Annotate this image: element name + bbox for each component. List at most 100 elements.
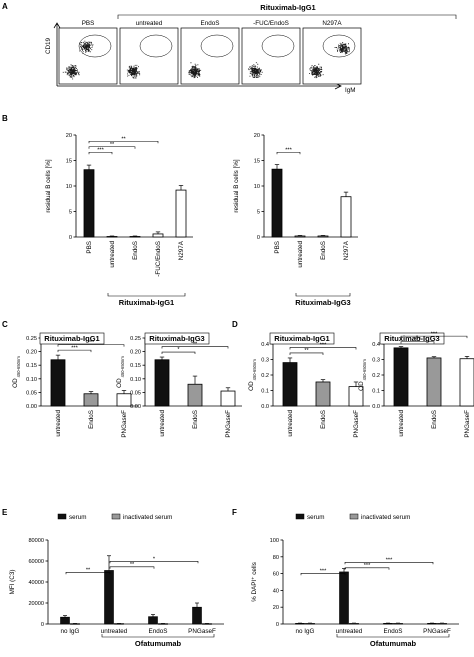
flow-group-title: Rituximab-IgG1	[260, 3, 315, 12]
bar-B3-untreated	[294, 235, 306, 238]
significance-label-F: ***	[364, 563, 371, 569]
chart-b-igg3: 0 5 10 15 20 residual B cells [%] PBS untreated…	[233, 133, 358, 307]
x-tick-label-E-untreated: untreated	[101, 628, 128, 635]
x-tick-label-B1-pbs: PBS	[86, 241, 93, 254]
x-tick-label-E-pngasef: PNGaseF	[188, 628, 216, 635]
y-tick-label-C3: 0.00	[130, 404, 141, 410]
bar-E-endos-serum	[148, 616, 158, 625]
flow-population-endos-0	[188, 62, 202, 79]
y-label-subscript-D3: 450-650nm	[362, 359, 367, 381]
chart-d-igg3: 0.0 0.1 0.2 0.3 0.4 OD450-650nm Rituximab-IgG3…	[358, 331, 474, 438]
panel-letter-f: F	[232, 508, 237, 517]
significance-bracket-F	[344, 561, 434, 565]
y-label-B1: residual B cells [%]	[45, 159, 52, 212]
y-label-subscript-D1: 450-650nm	[252, 359, 257, 381]
flow-plot-label-fuc-endos: -FUC/EndoS	[253, 20, 289, 27]
group-label-B3: Rituximab-IgG3	[295, 298, 350, 307]
y-label-C1: OD450-650nm	[12, 356, 21, 388]
significance-label-C3: **	[193, 342, 198, 348]
chart-title-box-C1	[39, 332, 105, 345]
chart-title-box-C3	[144, 332, 210, 345]
chart-b-igg1: 0 5 10 15 20 residual B cells [%] PBS untreated…	[45, 133, 193, 307]
y-tick-label-D3: 0.4	[372, 342, 380, 348]
y-tick-label-E: 0	[41, 622, 44, 628]
panel-letter-c: C	[2, 320, 8, 329]
y-label-subscript-C1: 450-650nm	[16, 356, 21, 378]
bar-B1-endos	[129, 236, 141, 238]
y-tick-label-B3: 20	[254, 133, 260, 139]
legend-swatch-F-serum	[295, 513, 305, 520]
y-tick-label-F: 100	[270, 538, 279, 544]
y-tick-label-C1: 0.15	[26, 363, 37, 369]
significance-bracket-C1	[57, 349, 92, 353]
significance-bracket-B1	[88, 146, 136, 149]
significance-label-D3: ***	[414, 337, 421, 343]
y-tick-label-E: 80000	[28, 538, 44, 544]
y-tick-label-B3: 5	[257, 210, 260, 216]
x-tick-label-C1-pngasef: PNGaseF	[121, 410, 128, 438]
y-tick-label-B1: 10	[66, 184, 72, 190]
y-tick-label-C1: 0.25	[26, 336, 37, 342]
legend-label-F-inactivated-serum: inactivated serum	[361, 514, 410, 521]
bar-F-no-igg-inactivated-serum	[305, 623, 315, 625]
bar-F-pngasef-serum	[427, 623, 437, 625]
x-tick-label-D3-pngasef: PNGaseF	[464, 410, 471, 438]
bar-F-pngasef-inactivated-serum	[437, 623, 447, 625]
y-tick-label-B3: 0	[257, 235, 260, 241]
significance-bracket-B1	[88, 140, 159, 144]
y-tick-label-D1: 0.4	[261, 342, 269, 348]
bar-D1-endos	[315, 381, 331, 407]
bar-E-untreated-serum	[104, 570, 114, 625]
x-tick-label-D1-endos: EndoS	[320, 410, 327, 429]
y-tick-label-C1: 0.05	[26, 390, 37, 396]
significance-label-D1: ***	[320, 343, 327, 349]
y-tick-label-D1: 0.0	[261, 404, 269, 410]
flow-group-bracket	[117, 14, 457, 19]
flow-gate-untreated	[139, 34, 173, 58]
significance-label-D1: **	[304, 348, 309, 354]
chart-e-c3-deposition: 0 20000 40000 60000 80000 MFI (C3) serum inacti…	[9, 513, 224, 648]
x-tick-label-B3-endos: EndoS	[320, 241, 327, 260]
x-tick-label-B1-fuc-endos: -FUC/EndoS	[155, 241, 162, 277]
y-tick-label-C1: 0.00	[26, 404, 37, 410]
y-tick-label-B3: 15	[254, 159, 260, 165]
flow-gate-n297a	[322, 34, 356, 58]
y-tick-label-E: 60000	[28, 559, 44, 565]
chart-title-C3: Rituximab-IgG3	[149, 334, 204, 343]
significance-bracket-D1	[289, 352, 324, 355]
flow-cytometry-panel: Rituximab-IgG1 CD19 IgM PBS untreated Endo…	[45, 3, 457, 94]
x-tick-label-F-endos: EndoS	[384, 628, 403, 635]
chart-c-igg1: 0.00 0.05 0.10 0.15 0.20 0.25 OD450-650nm Ritux…	[12, 332, 138, 438]
significance-label-D3: ***	[431, 331, 438, 337]
bar-D3-untreated	[393, 347, 409, 407]
y-tick-label-E: 40000	[28, 580, 44, 586]
bar-F-endos-serum	[383, 623, 393, 625]
bar-F-no-igg-serum	[295, 623, 305, 625]
y-tick-label-F: 0	[276, 622, 279, 628]
x-tick-label-C3-pngasef: PNGaseF	[225, 410, 232, 438]
significance-label-C3: *	[177, 347, 180, 353]
x-tick-label-D1-pngasef: PNGaseF	[353, 410, 360, 438]
significance-label-C1: ***	[88, 340, 95, 346]
significance-bracket-B3	[276, 151, 301, 155]
y-tick-label-C3: 0.15	[130, 363, 141, 369]
y-tick-label-C3: 0.20	[130, 350, 141, 356]
y-tick-label-F: 20	[273, 605, 279, 611]
y-label-subscript-C3: 450-650nm	[120, 356, 125, 378]
group-bracket-B3	[295, 293, 351, 297]
bar-B1-untreated	[106, 236, 118, 238]
panel-letter-b: B	[2, 114, 8, 123]
flow-population-n297a-0	[309, 63, 324, 79]
legend-label-F-serum: serum	[307, 514, 325, 521]
significance-label-C1: ***	[71, 345, 78, 351]
bar-D3-pngasef	[459, 358, 474, 407]
significance-bracket-C1	[57, 344, 125, 347]
legend-label-E-serum: serum	[69, 514, 87, 521]
significance-label-B1: **	[110, 142, 115, 148]
group-label-B1: Rituximab-IgG1	[119, 298, 174, 307]
x-tick-label-C3-endos: EndoS	[192, 410, 199, 429]
bar-F-endos-inactivated-serum	[393, 623, 403, 625]
flow-plot-label-pbs: PBS	[82, 20, 95, 27]
y-tick-label-F: 60	[273, 572, 279, 578]
